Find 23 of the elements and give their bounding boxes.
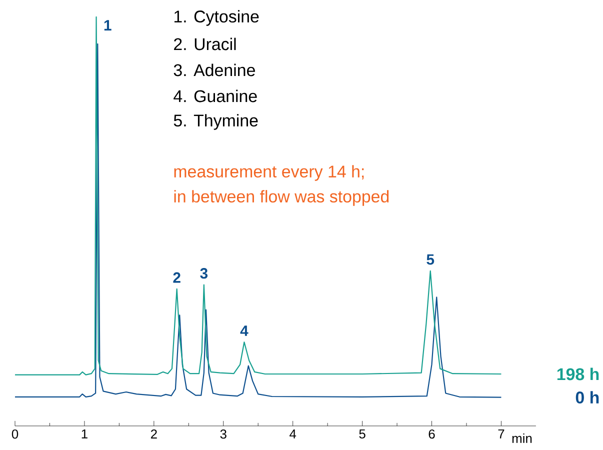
x-tick-label: 7 — [498, 429, 504, 438]
annotation: 2 — [173, 272, 180, 283]
annotation: 1 — [104, 20, 112, 30]
text: 198 h — [557, 368, 599, 380]
annotation: in between flow was stopped — [174, 190, 389, 206]
x-tick-label: 2 — [150, 429, 157, 439]
annotation: 1. Cytosine — [174, 10, 259, 26]
annotation: 2. Uracil — [174, 38, 236, 50]
x-tick-label: 1 — [82, 429, 88, 438]
annotation: 4. Guanine — [174, 90, 257, 102]
annotation: 4 — [240, 326, 248, 336]
annotation: 5. Thymine — [174, 114, 258, 130]
x-axis-title: min — [512, 433, 532, 443]
annotation: measurement every 14 h; — [174, 165, 364, 181]
text: 0 h — [576, 391, 599, 404]
x-tick-label: 0 — [12, 429, 18, 439]
x-tick-label: 3 — [220, 429, 226, 439]
annotation: 3. Adenine — [174, 64, 255, 76]
x-tick-label: 4 — [290, 429, 296, 438]
annotation: 5 — [426, 254, 434, 265]
x-tick-label: 6 — [428, 429, 435, 439]
x-tick-label: 5 — [359, 429, 366, 439]
annotation: 3 — [200, 268, 208, 279]
